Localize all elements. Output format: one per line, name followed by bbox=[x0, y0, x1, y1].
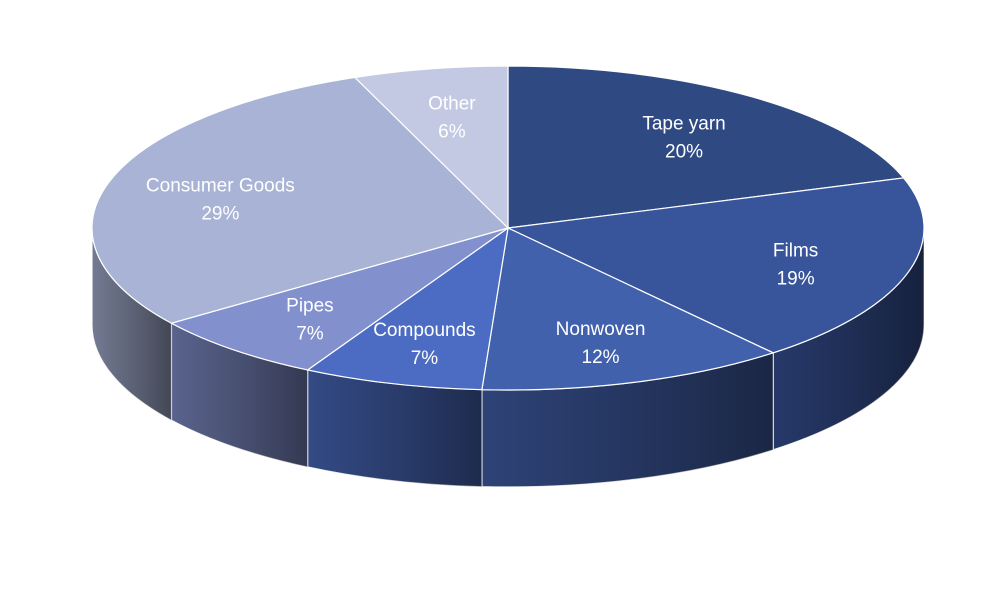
slice-value-label: 19% bbox=[777, 269, 815, 290]
slice-label-films: Films 19% bbox=[773, 241, 818, 290]
slice-value-label: 12% bbox=[582, 347, 620, 368]
slice-value-label: 7% bbox=[411, 348, 439, 369]
slice-category-label: Nonwoven bbox=[556, 319, 646, 340]
pie-top-faces bbox=[91, 65, 925, 391]
pie-slice-pipes bbox=[169, 227, 509, 371]
slice-label-pipes: Pipes 7% bbox=[286, 295, 334, 344]
pie-slice-consumer-goods bbox=[91, 76, 510, 324]
slice-value-label: 6% bbox=[438, 121, 466, 142]
slice-label-consumer-goods: Consumer Goods 29% bbox=[146, 175, 295, 224]
pie-slice-tape-yarn bbox=[507, 65, 905, 229]
slice-label-tape-yarn: Tape yarn 20% bbox=[642, 114, 725, 163]
slice-label-nonwoven: Nonwoven 12% bbox=[556, 319, 646, 368]
slice-category-label: Other bbox=[428, 93, 476, 114]
pie-slice-other bbox=[353, 65, 509, 230]
slice-category-label: Compounds bbox=[373, 320, 475, 341]
slice-value-label: 20% bbox=[665, 142, 703, 163]
pie-slice-nonwoven bbox=[481, 227, 775, 391]
slice-label-other: Other 6% bbox=[428, 93, 476, 142]
pie-side-shade-nonwoven bbox=[481, 352, 774, 487]
slice-category-label: Consumer Goods bbox=[146, 175, 295, 196]
pie-side-shade-compounds bbox=[307, 369, 482, 487]
slice-category-label: Pipes bbox=[286, 295, 334, 316]
pie-side-shade-films bbox=[773, 228, 924, 450]
pie-slice-films bbox=[505, 177, 925, 354]
slice-value-label: 7% bbox=[296, 323, 324, 344]
pie-labels: Tape yarn 20% Films 19% Nonwoven 12% Compounds… bbox=[146, 93, 818, 369]
slice-value-label: 29% bbox=[201, 203, 239, 224]
pie-slice-compounds bbox=[306, 226, 509, 391]
pie-side-shade-consumer-goods bbox=[92, 228, 172, 421]
pie-side-walls bbox=[91, 227, 925, 488]
pie-side-shade-pipes bbox=[171, 323, 308, 467]
slice-category-label: Tape yarn bbox=[642, 114, 725, 135]
slice-label-compounds: Compounds 7% bbox=[373, 320, 475, 369]
slice-category-label: Films bbox=[773, 241, 818, 262]
